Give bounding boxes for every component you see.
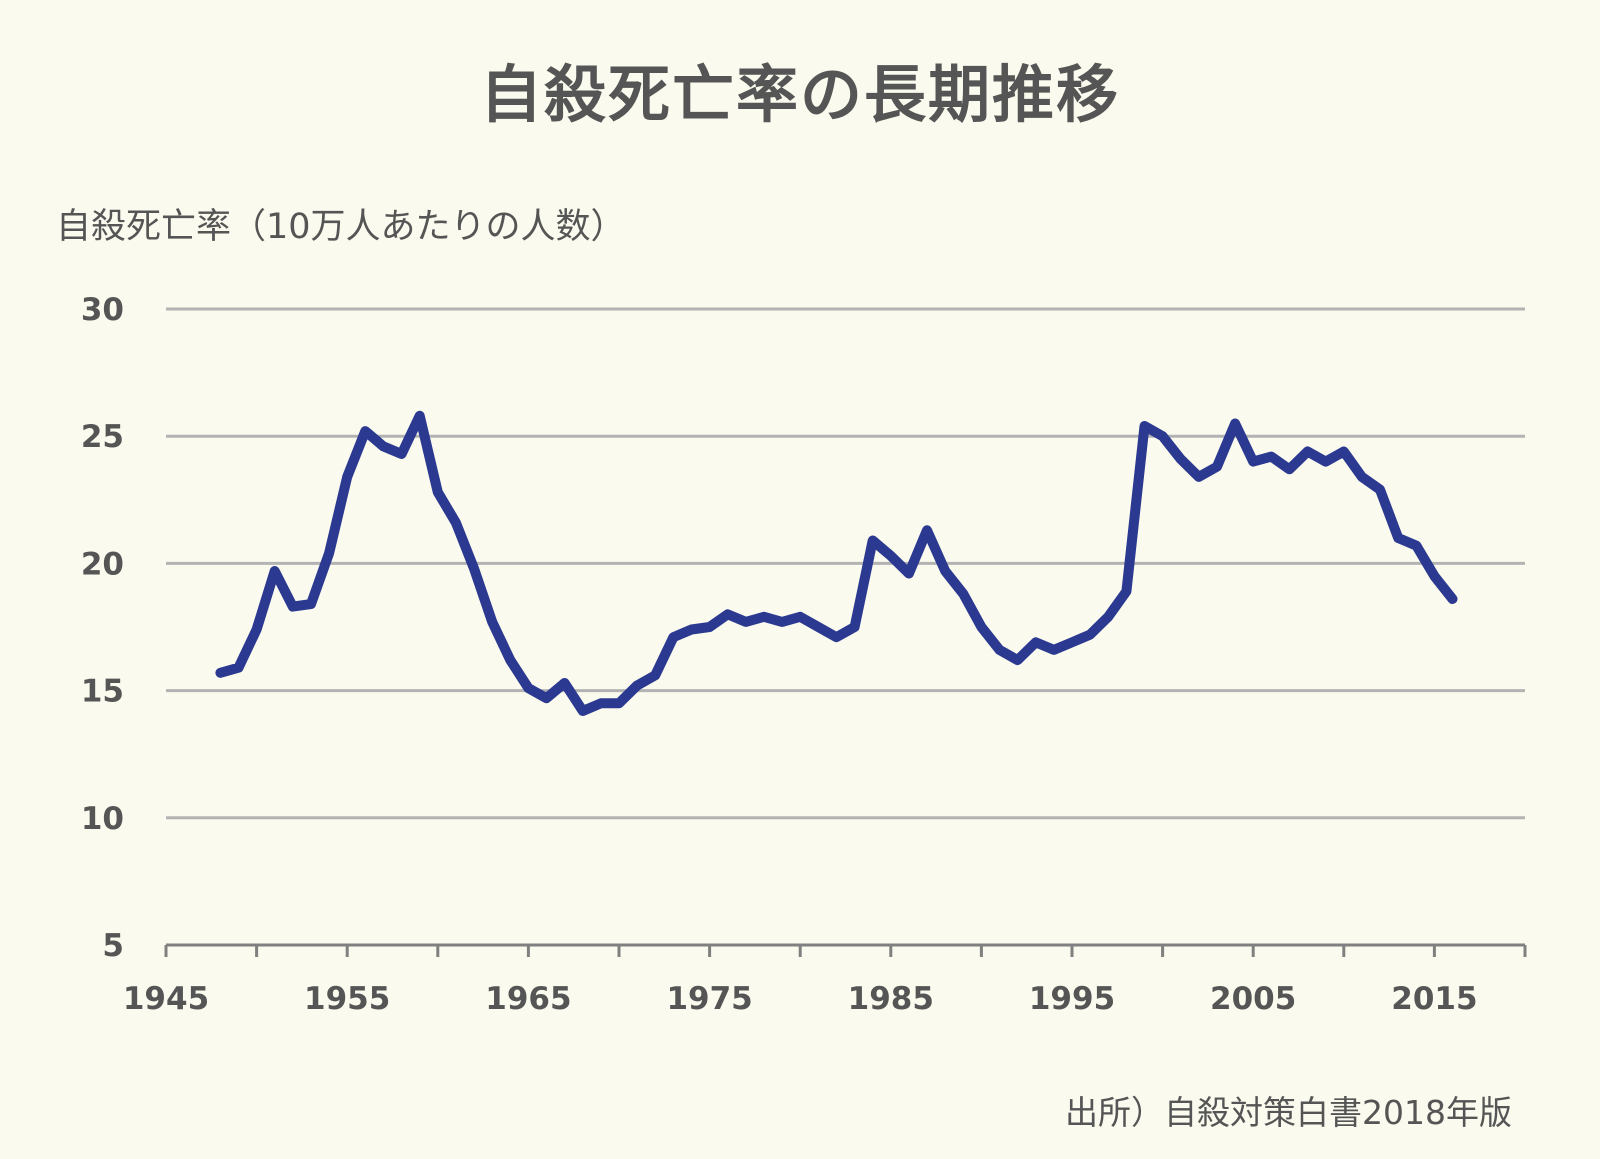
x-tick-label-1965: 1965 bbox=[485, 981, 571, 1017]
x-tick-labels: 1945 1955 1965 1975 1985 1995 2005 2015 bbox=[123, 981, 1478, 1017]
y-tick-label-5: 5 bbox=[102, 928, 124, 964]
x-tick-label-2005: 2005 bbox=[1210, 981, 1296, 1017]
y-tick-label-25: 25 bbox=[81, 419, 124, 455]
x-tick-label-1995: 1995 bbox=[1029, 981, 1115, 1017]
x-tick-label-2015: 2015 bbox=[1391, 981, 1477, 1017]
y-axis-label: 自殺死亡率（10万人あたりの人数） bbox=[56, 207, 626, 247]
grid-lines bbox=[166, 307, 1525, 820]
y-tick-label-15: 15 bbox=[81, 674, 124, 710]
y-tick-label-20: 20 bbox=[81, 546, 124, 582]
x-tick-label-1985: 1985 bbox=[848, 981, 934, 1017]
y-tick-labels: 5 10 15 20 25 30 bbox=[81, 292, 124, 964]
y-tick-label-30: 30 bbox=[81, 292, 124, 328]
x-tick-label-1955: 1955 bbox=[304, 981, 390, 1017]
x-axis bbox=[164, 943, 1527, 957]
source-note: 出所）自殺対策白書2018年版 bbox=[1065, 1093, 1512, 1132]
y-tick-label-10: 10 bbox=[81, 801, 124, 837]
x-tick-label-1945: 1945 bbox=[123, 981, 209, 1017]
x-tick-label-1975: 1975 bbox=[666, 981, 752, 1017]
chart-title: 自殺死亡率の長期推移 bbox=[479, 58, 1120, 131]
series-layer bbox=[215, 410, 1458, 716]
